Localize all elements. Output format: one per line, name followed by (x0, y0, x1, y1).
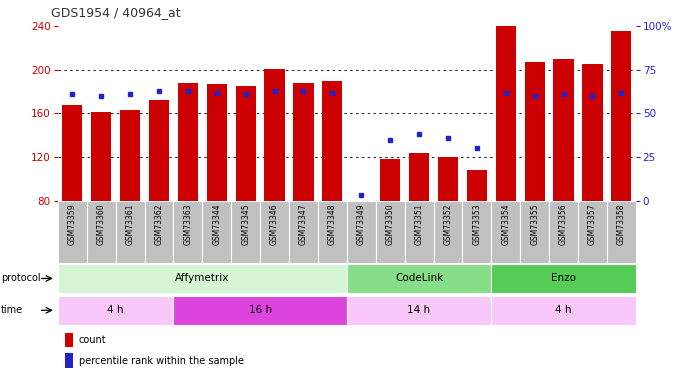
Bar (293, 83, 313, 201)
Bar (524, 62, 545, 201)
Bar (438, 157, 458, 201)
Bar (62, 105, 82, 201)
Bar (520, 201, 549, 262)
Bar (265, 69, 285, 201)
Text: GSM73345: GSM73345 (241, 203, 250, 245)
Bar (578, 201, 607, 262)
Text: 4 h: 4 h (107, 305, 124, 315)
Text: GDS1954 / 40964_at: GDS1954 / 40964_at (51, 6, 181, 19)
Text: GSM73348: GSM73348 (328, 203, 337, 244)
Text: GSM73359: GSM73359 (68, 203, 77, 245)
Text: GSM73346: GSM73346 (270, 203, 279, 245)
Bar (466, 170, 487, 201)
Text: GSM73354: GSM73354 (501, 203, 510, 245)
Bar (173, 296, 347, 325)
Bar (607, 201, 636, 262)
Bar (405, 201, 434, 262)
Bar (549, 201, 578, 262)
Bar (322, 81, 343, 201)
Text: time: time (1, 305, 23, 315)
Bar (116, 201, 144, 262)
Text: GSM73358: GSM73358 (617, 203, 626, 244)
Bar (144, 201, 173, 262)
Bar (177, 83, 198, 201)
Text: count: count (79, 335, 107, 345)
Bar (376, 201, 405, 262)
Bar (91, 112, 112, 201)
Text: Affymetrix: Affymetrix (175, 273, 229, 284)
Bar (173, 201, 203, 262)
Text: 4 h: 4 h (556, 305, 572, 315)
Text: GSM73355: GSM73355 (530, 203, 539, 245)
Bar (347, 264, 492, 293)
Text: GSM73352: GSM73352 (443, 203, 452, 244)
Bar (409, 153, 429, 201)
Text: 16 h: 16 h (248, 305, 272, 315)
Text: GSM73347: GSM73347 (299, 203, 308, 245)
Text: GSM73361: GSM73361 (126, 203, 135, 244)
Bar (207, 84, 227, 201)
Bar (380, 159, 401, 201)
Bar (611, 31, 632, 201)
Text: GSM73360: GSM73360 (97, 203, 105, 245)
Bar (260, 201, 289, 262)
Bar (351, 201, 371, 202)
Bar (347, 296, 492, 325)
Text: GSM73362: GSM73362 (154, 203, 163, 244)
Bar (554, 59, 574, 201)
Text: GSM73350: GSM73350 (386, 203, 394, 245)
Bar (434, 201, 462, 262)
Bar (58, 201, 87, 262)
Text: protocol: protocol (1, 273, 40, 284)
Bar (235, 86, 256, 201)
Bar (462, 201, 492, 262)
Text: Enzo: Enzo (551, 273, 576, 284)
Bar (120, 110, 140, 201)
Text: GSM73349: GSM73349 (357, 203, 366, 245)
Bar (492, 264, 636, 293)
Text: GSM73357: GSM73357 (588, 203, 597, 245)
Text: GSM73356: GSM73356 (559, 203, 568, 245)
Bar (289, 201, 318, 262)
Bar (496, 24, 516, 201)
Bar (203, 201, 231, 262)
Bar (87, 201, 116, 262)
Text: CodeLink: CodeLink (395, 273, 443, 284)
Text: GSM73351: GSM73351 (415, 203, 424, 244)
Bar (58, 296, 173, 325)
Bar (492, 296, 636, 325)
Text: GSM73353: GSM73353 (473, 203, 481, 245)
Bar (318, 201, 347, 262)
Bar (582, 64, 602, 201)
Text: GSM73344: GSM73344 (212, 203, 221, 245)
Text: 14 h: 14 h (407, 305, 430, 315)
Bar (149, 100, 169, 201)
Bar (58, 264, 347, 293)
Bar (492, 201, 520, 262)
Bar (347, 201, 376, 262)
Bar (231, 201, 260, 262)
Text: GSM73363: GSM73363 (184, 203, 192, 245)
Text: percentile rank within the sample: percentile rank within the sample (79, 356, 244, 366)
